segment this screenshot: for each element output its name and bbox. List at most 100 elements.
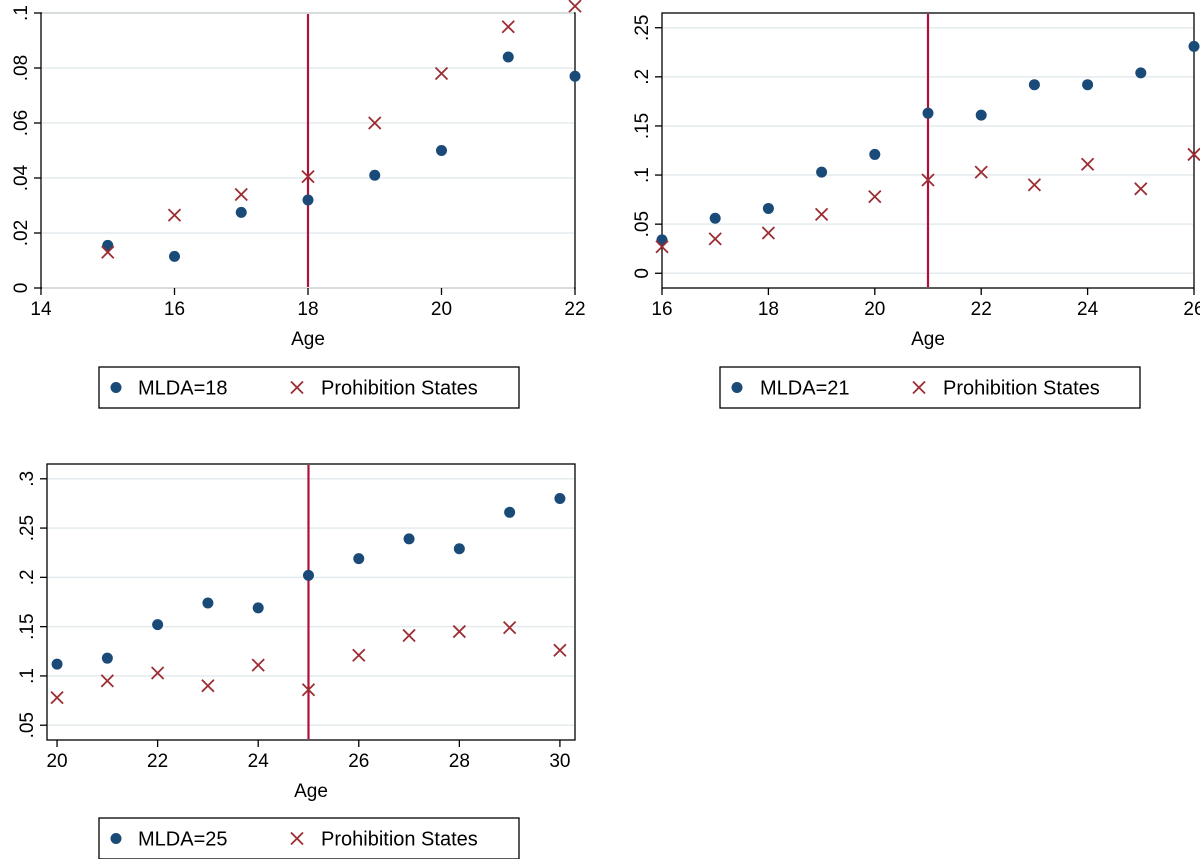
y-tick-label: .1 [17,668,38,684]
data-point-mlda [922,107,934,119]
data-point-mlda [403,533,415,545]
data-point-prohibition [301,169,315,184]
y-tick-label: .04 [11,164,32,191]
data-point-mlda [252,602,264,614]
legend: MLDA=25 Prohibition States [98,817,520,859]
data-point-mlda [102,239,114,251]
x-axis-label: Age [291,329,325,350]
legend-box [98,366,520,409]
y-tick-label: .08 [11,55,32,81]
data-point-mlda [202,597,214,609]
data-point-mlda [302,194,314,206]
data-point-prohibition [553,643,567,657]
legend-box [719,366,1141,409]
data-point-mlda [152,619,164,631]
legend-label-mlda: MLDA=25 [138,829,228,851]
legend-label-prohibition: Prohibition States [321,829,478,851]
data-point-mlda [453,543,465,555]
data-point-mlda [1028,79,1040,91]
data-point-mlda [816,166,828,178]
data-point-prohibition [50,690,64,705]
data-point-mlda [51,658,63,670]
legend-label-prohibition: Prohibition States [321,378,478,400]
x-tick-label: 22 [971,299,992,320]
data-point-prohibition [452,624,466,639]
data-point-prohibition [234,187,248,202]
legend-label-mlda: MLDA=18 [138,378,228,400]
x-axis-label: Age [911,329,945,350]
data-point-mlda [869,148,881,160]
data-point-prohibition [655,240,669,254]
x-tick-label: 18 [297,299,318,320]
y-tick-label: .2 [17,569,38,585]
data-point-prohibition [501,20,515,34]
data-point-prohibition [150,666,165,680]
data-point-mlda [502,51,514,63]
y-tick-label: .25 [632,15,653,41]
data-point-prohibition [1134,182,1148,196]
chart-panel-1: 0 .02 .04 .06 .08 .1 14 16 18 20 22 Age MLDA=18 Prohi… [11,0,586,409]
x-tick-label: 24 [1077,299,1099,320]
x-tick-label: 24 [248,751,270,772]
data-point-mlda [975,109,987,121]
data-point-prohibition [1027,178,1042,192]
x-tick-label: 16 [164,299,185,320]
x-tick-label: 26 [1183,299,1200,320]
x-tick-label: 30 [549,751,570,772]
data-point-mlda [101,652,113,664]
data-point-prohibition [301,683,316,697]
data-point-prohibition [761,226,776,240]
data-point-mlda [762,202,774,214]
data-point-mlda [569,70,581,82]
y-tick-label: .2 [632,69,653,85]
data-point-prohibition [708,232,722,246]
data-point-prohibition [368,116,382,130]
data-point-prohibition [814,207,829,221]
x-tick-label: 16 [651,299,672,320]
data-point-prohibition [402,628,416,643]
y-tick-label: .1 [632,167,653,183]
x-tick-label: 26 [348,751,369,772]
legend-marker-mlda [110,833,122,844]
y-tick-label: .3 [17,471,38,487]
data-point-mlda [1188,40,1200,52]
legend-label-mlda: MLDA=21 [760,378,850,400]
data-point-mlda [656,234,668,246]
data-point-prohibition [251,658,265,672]
legend-label-prohibition: Prohibition States [943,378,1100,400]
data-point-mlda [436,145,447,156]
y-tick-label: 0 [11,283,32,294]
data-point-prohibition [868,190,882,204]
x-tick-label: 20 [864,299,885,320]
data-point-prohibition [974,165,988,179]
data-point-prohibition [568,0,582,13]
y-tick-label: .15 [17,613,38,639]
y-tick-label: .05 [632,211,653,237]
data-point-prohibition [100,674,114,688]
data-point-mlda [353,553,365,565]
y-tick-label: 0 [632,268,653,279]
plot-frame [46,463,576,741]
y-tick-label: .05 [17,712,38,738]
legend-marker-prohibition [912,380,926,395]
x-tick-label: 20 [431,299,452,320]
x-tick-label: 20 [46,751,67,772]
x-tick-label: 18 [758,299,779,320]
x-tick-label: 28 [449,751,470,772]
y-tick-label: .15 [632,113,653,139]
legend: MLDA=18 Prohibition States [98,366,520,409]
data-point-prohibition [101,245,115,259]
y-tick-label: .25 [17,515,38,541]
data-point-mlda [302,569,314,581]
data-point-prohibition [167,208,182,222]
y-tick-label: .1 [11,5,32,21]
x-axis-label: Age [294,781,328,802]
legend-marker-mlda [110,382,122,393]
x-tick-label: 22 [147,751,168,772]
data-point-mlda [504,506,516,518]
data-point-prohibition [352,648,366,662]
x-tick-label: 22 [564,299,585,320]
data-point-prohibition [921,173,935,187]
legend-marker-prohibition [290,831,304,846]
